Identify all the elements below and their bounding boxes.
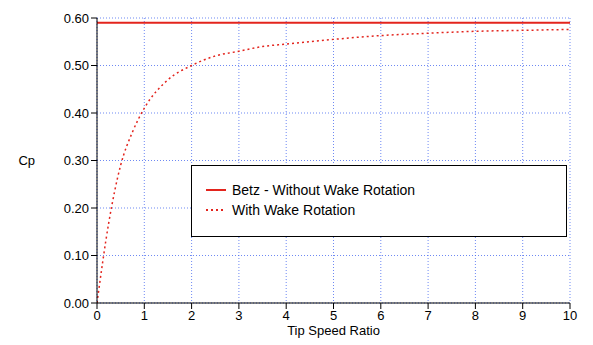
svg-text:6: 6 — [377, 308, 384, 323]
svg-text:0.40: 0.40 — [64, 106, 89, 121]
svg-text:0.30: 0.30 — [64, 153, 89, 168]
svg-text:0.60: 0.60 — [64, 11, 89, 26]
svg-text:9: 9 — [519, 308, 526, 323]
html-text:Betz - Without Wake Rotation: Betz - Without Wake Rotation — [232, 182, 416, 198]
svg-text:4: 4 — [283, 308, 290, 323]
svg-text:0: 0 — [93, 308, 100, 323]
svg-text:0.50: 0.50 — [64, 58, 89, 73]
html-text:With Wake Rotation: With Wake Rotation — [232, 202, 356, 218]
svg-text:0.10: 0.10 — [64, 248, 89, 263]
svg-text:7: 7 — [424, 308, 431, 323]
svg-text:0.00: 0.00 — [64, 296, 89, 311]
svg-text:3: 3 — [235, 308, 242, 323]
svg-text:5: 5 — [330, 308, 337, 323]
svg-text:2: 2 — [188, 308, 195, 323]
svg-text:1: 1 — [141, 308, 148, 323]
svg-text:0.20: 0.20 — [64, 201, 89, 216]
svg-text:Cp: Cp — [18, 153, 35, 168]
svg-text:10: 10 — [563, 308, 577, 323]
svg-text:Tip Speed Ratio: Tip Speed Ratio — [287, 323, 380, 338]
svg-text:8: 8 — [472, 308, 479, 323]
